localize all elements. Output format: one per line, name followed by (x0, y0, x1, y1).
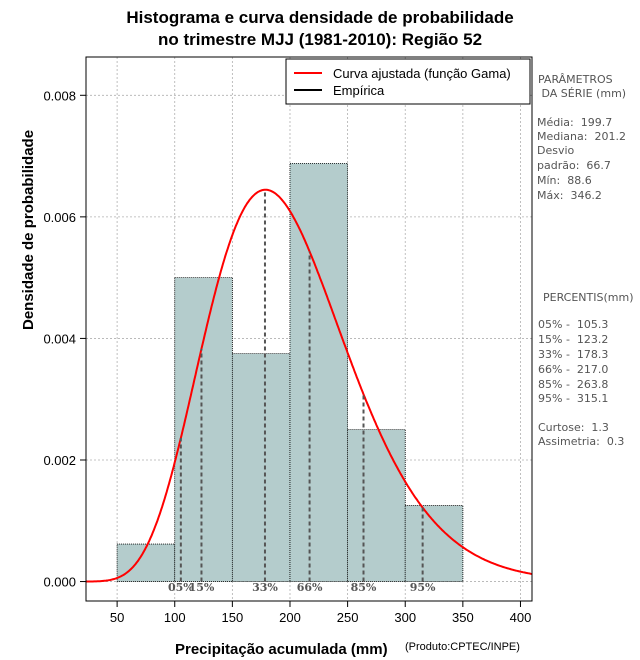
x-axis-label: Precipitação acumulada (mm) (175, 641, 388, 658)
plot-frame (85, 56, 533, 602)
stat-desvio-1: Desvio (537, 144, 575, 157)
histogram-bar (231, 353, 291, 582)
x-tick-label: 200 (279, 610, 301, 625)
x-tick-label: 250 (337, 610, 359, 625)
stat-p15: 15% - 123.2 (538, 333, 609, 346)
histogram-bar (174, 277, 233, 582)
params-title-2: DA SÉRIE (mm) (538, 87, 627, 100)
stat-p85: 85% - 263.8 (538, 378, 609, 391)
histogram-bar (116, 543, 176, 582)
histogram-bar (347, 429, 406, 582)
histogram-bar (289, 162, 349, 582)
chart-title-line-1: Histograma e curva densidade de probabil… (126, 8, 514, 27)
stat-desvio-2: padrão: 66.7 (537, 159, 611, 172)
percentile-label: 05% (168, 581, 194, 594)
stat-curtose: Curtose: 1.3 (538, 421, 609, 434)
stat-mediana: Mediana: 201.2 (537, 130, 626, 143)
stat-media: Média: 199.7 (537, 116, 613, 129)
params-title-1: PARÂMETROS (538, 73, 613, 86)
chart-title-line-2: no trimestre MJJ (1981-2010): Região 52 (157, 30, 483, 49)
stat-p66: 66% - 217.0 (538, 363, 609, 376)
percentile-label: 66% (297, 581, 323, 594)
legend: Curva ajustada (função Gama) Empírica (285, 58, 531, 105)
stat-min: Mín: 88.6 (537, 174, 592, 187)
x-tick-label: 50 (110, 610, 124, 625)
stat-p95: 95% - 315.1 (538, 392, 609, 405)
x-tick-label: 300 (394, 610, 416, 625)
stat-assimetria: Assimetria: 0.3 (538, 435, 625, 448)
x-tick-label: 150 (222, 610, 244, 625)
legend-box (285, 58, 531, 105)
stat-p05: 05% - 105.3 (538, 318, 609, 331)
curve-layer (86, 188, 533, 583)
percentile-label: 85% (351, 581, 377, 594)
x-tick-label: 350 (452, 610, 474, 625)
histogram-bar (404, 505, 464, 582)
stat-p33: 33% - 178.3 (538, 348, 609, 361)
credit-text: (Produto:CPTEC/INPE) (405, 641, 520, 653)
percentile-label: 15% (189, 581, 215, 594)
y-tick-label: 0.008 (43, 88, 76, 103)
percentile-label: 95% (410, 581, 436, 594)
y-tick-label: 0.004 (43, 331, 76, 346)
gamma-curve (86, 188, 533, 583)
stat-max: Máx: 346.2 (537, 189, 602, 202)
axis-layer: 50 100 150 200 250 300 350 400 0.000 0.002 0.004 0.… (43, 56, 533, 625)
legend-label: Curva ajustada (função Gama) (333, 66, 511, 81)
percentis-title: PERCENTIS(mm) (543, 291, 634, 304)
y-tick-label: 0.000 (43, 575, 76, 590)
y-axis-label: Densidade de probabilidade (20, 129, 37, 330)
x-tick-label: 100 (164, 610, 186, 625)
bars-layer (116, 162, 464, 582)
y-tick-label: 0.006 (43, 210, 76, 225)
x-tick-label: 400 (510, 610, 532, 625)
percentile-layer: 05%15% 33% 66% 85% 95% (168, 189, 436, 594)
percentile-label: 33% (252, 581, 278, 594)
legend-label: Empírica (333, 83, 385, 98)
y-tick-label: 0.002 (43, 453, 76, 468)
